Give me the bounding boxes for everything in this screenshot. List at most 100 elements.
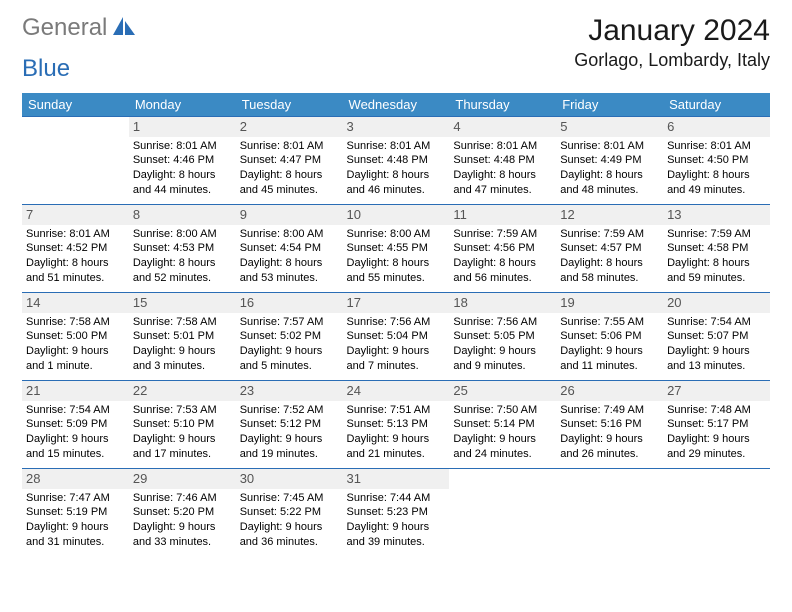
weekday-header: Tuesday: [236, 93, 343, 117]
day-cell: 23Sunrise: 7:52 AMSunset: 5:12 PMDayligh…: [236, 381, 343, 469]
day-number: 15: [129, 293, 236, 313]
day-number: 29: [129, 469, 236, 489]
empty-cell: [449, 469, 556, 557]
day-cell: 16Sunrise: 7:57 AMSunset: 5:02 PMDayligh…: [236, 293, 343, 381]
day-detail: Sunrise: 7:46 AMSunset: 5:20 PMDaylight:…: [133, 491, 232, 550]
day-cell: 29Sunrise: 7:46 AMSunset: 5:20 PMDayligh…: [129, 469, 236, 557]
logo: General: [22, 14, 139, 42]
logo-sail-icon: [111, 15, 137, 37]
day-number: 2: [236, 117, 343, 137]
day-cell: 3Sunrise: 8:01 AMSunset: 4:48 PMDaylight…: [343, 117, 450, 205]
calendar-row: 14Sunrise: 7:58 AMSunset: 5:00 PMDayligh…: [22, 293, 770, 381]
day-detail: Sunrise: 7:55 AMSunset: 5:06 PMDaylight:…: [560, 315, 659, 374]
weekday-header-row: SundayMondayTuesdayWednesdayThursdayFrid…: [22, 93, 770, 117]
day-cell: 12Sunrise: 7:59 AMSunset: 4:57 PMDayligh…: [556, 205, 663, 293]
day-detail: Sunrise: 7:44 AMSunset: 5:23 PMDaylight:…: [347, 491, 446, 550]
calendar-row: 7Sunrise: 8:01 AMSunset: 4:52 PMDaylight…: [22, 205, 770, 293]
day-cell: 18Sunrise: 7:56 AMSunset: 5:05 PMDayligh…: [449, 293, 556, 381]
day-number: 19: [556, 293, 663, 313]
day-cell: 27Sunrise: 7:48 AMSunset: 5:17 PMDayligh…: [663, 381, 770, 469]
logo-text-1: General: [22, 14, 107, 42]
calendar-row: 28Sunrise: 7:47 AMSunset: 5:19 PMDayligh…: [22, 469, 770, 557]
day-detail: Sunrise: 7:59 AMSunset: 4:58 PMDaylight:…: [667, 227, 766, 286]
day-cell: 17Sunrise: 7:56 AMSunset: 5:04 PMDayligh…: [343, 293, 450, 381]
weekday-header: Wednesday: [343, 93, 450, 117]
day-detail: Sunrise: 7:54 AMSunset: 5:07 PMDaylight:…: [667, 315, 766, 374]
calendar-body: 1Sunrise: 8:01 AMSunset: 4:46 PMDaylight…: [22, 117, 770, 557]
day-number: 1: [129, 117, 236, 137]
empty-cell: [556, 469, 663, 557]
day-detail: Sunrise: 7:59 AMSunset: 4:57 PMDaylight:…: [560, 227, 659, 286]
day-number: 18: [449, 293, 556, 313]
title-block: January 2024 Gorlago, Lombardy, Italy: [574, 14, 770, 71]
day-detail: Sunrise: 7:51 AMSunset: 5:13 PMDaylight:…: [347, 403, 446, 462]
day-number: 21: [22, 381, 129, 401]
day-number: 9: [236, 205, 343, 225]
calendar-table: SundayMondayTuesdayWednesdayThursdayFrid…: [22, 93, 770, 557]
calendar-row: 1Sunrise: 8:01 AMSunset: 4:46 PMDaylight…: [22, 117, 770, 205]
day-detail: Sunrise: 8:00 AMSunset: 4:53 PMDaylight:…: [133, 227, 232, 286]
day-detail: Sunrise: 8:01 AMSunset: 4:52 PMDaylight:…: [26, 227, 125, 286]
day-cell: 1Sunrise: 8:01 AMSunset: 4:46 PMDaylight…: [129, 117, 236, 205]
day-number: 27: [663, 381, 770, 401]
day-detail: Sunrise: 8:01 AMSunset: 4:47 PMDaylight:…: [240, 139, 339, 198]
day-cell: 14Sunrise: 7:58 AMSunset: 5:00 PMDayligh…: [22, 293, 129, 381]
day-cell: 15Sunrise: 7:58 AMSunset: 5:01 PMDayligh…: [129, 293, 236, 381]
day-number: 22: [129, 381, 236, 401]
day-detail: Sunrise: 8:00 AMSunset: 4:54 PMDaylight:…: [240, 227, 339, 286]
logo-text-2: Blue: [22, 55, 70, 83]
day-number: 5: [556, 117, 663, 137]
day-number: 17: [343, 293, 450, 313]
day-cell: 2Sunrise: 8:01 AMSunset: 4:47 PMDaylight…: [236, 117, 343, 205]
location-text: Gorlago, Lombardy, Italy: [574, 50, 770, 71]
day-detail: Sunrise: 7:52 AMSunset: 5:12 PMDaylight:…: [240, 403, 339, 462]
day-detail: Sunrise: 7:58 AMSunset: 5:00 PMDaylight:…: [26, 315, 125, 374]
day-detail: Sunrise: 8:00 AMSunset: 4:55 PMDaylight:…: [347, 227, 446, 286]
day-detail: Sunrise: 7:50 AMSunset: 5:14 PMDaylight:…: [453, 403, 552, 462]
month-title: January 2024: [574, 14, 770, 48]
day-detail: Sunrise: 7:58 AMSunset: 5:01 PMDaylight:…: [133, 315, 232, 374]
weekday-header: Thursday: [449, 93, 556, 117]
weekday-header: Saturday: [663, 93, 770, 117]
day-number: 16: [236, 293, 343, 313]
day-cell: 6Sunrise: 8:01 AMSunset: 4:50 PMDaylight…: [663, 117, 770, 205]
empty-cell: [22, 117, 129, 205]
day-detail: Sunrise: 8:01 AMSunset: 4:48 PMDaylight:…: [347, 139, 446, 198]
day-cell: 5Sunrise: 8:01 AMSunset: 4:49 PMDaylight…: [556, 117, 663, 205]
day-cell: 8Sunrise: 8:00 AMSunset: 4:53 PMDaylight…: [129, 205, 236, 293]
day-detail: Sunrise: 7:54 AMSunset: 5:09 PMDaylight:…: [26, 403, 125, 462]
day-cell: 7Sunrise: 8:01 AMSunset: 4:52 PMDaylight…: [22, 205, 129, 293]
day-detail: Sunrise: 7:56 AMSunset: 5:04 PMDaylight:…: [347, 315, 446, 374]
day-number: 13: [663, 205, 770, 225]
day-number: 4: [449, 117, 556, 137]
weekday-header: Friday: [556, 93, 663, 117]
day-number: 25: [449, 381, 556, 401]
day-detail: Sunrise: 8:01 AMSunset: 4:49 PMDaylight:…: [560, 139, 659, 198]
day-cell: 9Sunrise: 8:00 AMSunset: 4:54 PMDaylight…: [236, 205, 343, 293]
day-cell: 24Sunrise: 7:51 AMSunset: 5:13 PMDayligh…: [343, 381, 450, 469]
day-detail: Sunrise: 7:47 AMSunset: 5:19 PMDaylight:…: [26, 491, 125, 550]
day-detail: Sunrise: 7:49 AMSunset: 5:16 PMDaylight:…: [560, 403, 659, 462]
day-detail: Sunrise: 7:48 AMSunset: 5:17 PMDaylight:…: [667, 403, 766, 462]
day-number: 7: [22, 205, 129, 225]
weekday-header: Monday: [129, 93, 236, 117]
day-number: 26: [556, 381, 663, 401]
day-cell: 26Sunrise: 7:49 AMSunset: 5:16 PMDayligh…: [556, 381, 663, 469]
day-number: 6: [663, 117, 770, 137]
day-number: 14: [22, 293, 129, 313]
day-cell: 10Sunrise: 8:00 AMSunset: 4:55 PMDayligh…: [343, 205, 450, 293]
day-number: 24: [343, 381, 450, 401]
day-cell: 21Sunrise: 7:54 AMSunset: 5:09 PMDayligh…: [22, 381, 129, 469]
day-number: 8: [129, 205, 236, 225]
day-cell: 22Sunrise: 7:53 AMSunset: 5:10 PMDayligh…: [129, 381, 236, 469]
day-number: 31: [343, 469, 450, 489]
day-number: 28: [22, 469, 129, 489]
calendar-row: 21Sunrise: 7:54 AMSunset: 5:09 PMDayligh…: [22, 381, 770, 469]
day-detail: Sunrise: 7:53 AMSunset: 5:10 PMDaylight:…: [133, 403, 232, 462]
day-cell: 28Sunrise: 7:47 AMSunset: 5:19 PMDayligh…: [22, 469, 129, 557]
day-cell: 31Sunrise: 7:44 AMSunset: 5:23 PMDayligh…: [343, 469, 450, 557]
day-cell: 4Sunrise: 8:01 AMSunset: 4:48 PMDaylight…: [449, 117, 556, 205]
day-number: 20: [663, 293, 770, 313]
day-cell: 19Sunrise: 7:55 AMSunset: 5:06 PMDayligh…: [556, 293, 663, 381]
day-detail: Sunrise: 7:57 AMSunset: 5:02 PMDaylight:…: [240, 315, 339, 374]
